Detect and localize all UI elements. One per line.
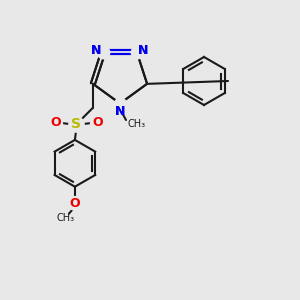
Text: N: N — [91, 44, 101, 57]
Text: CH₃: CH₃ — [128, 119, 146, 129]
Text: O: O — [50, 116, 61, 129]
Text: N: N — [115, 105, 125, 119]
Text: N: N — [115, 105, 125, 119]
Text: CH₃: CH₃ — [57, 213, 75, 223]
Text: O: O — [92, 116, 103, 129]
Text: N: N — [138, 44, 148, 57]
Text: S: S — [71, 117, 81, 131]
Text: N: N — [91, 44, 101, 57]
Text: O: O — [70, 197, 80, 210]
Text: N: N — [138, 44, 148, 57]
